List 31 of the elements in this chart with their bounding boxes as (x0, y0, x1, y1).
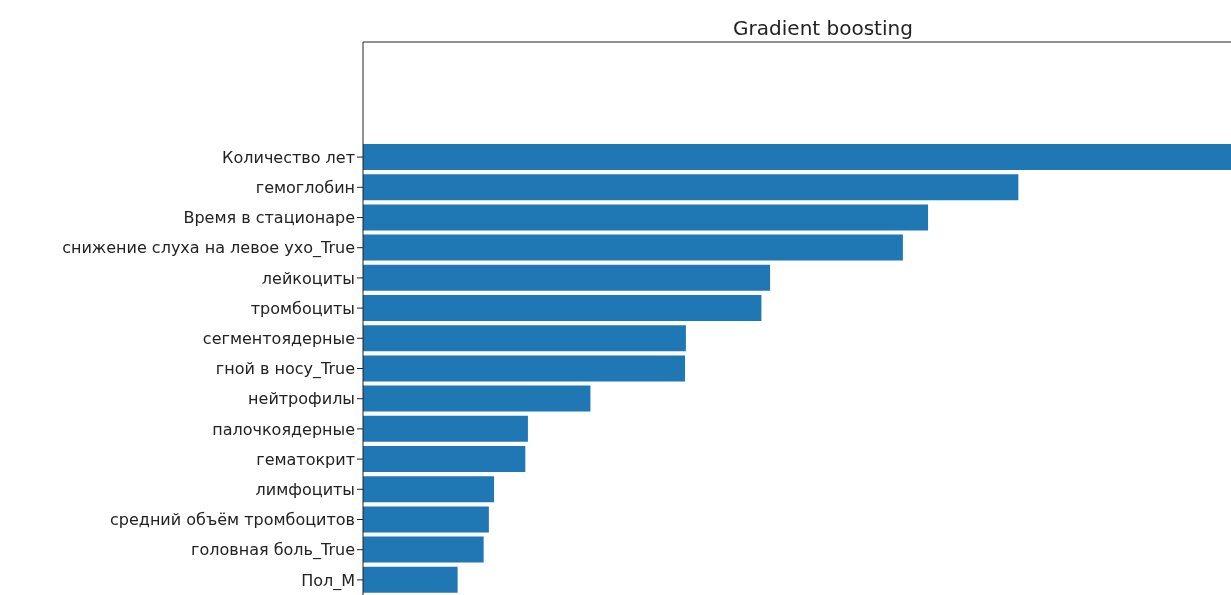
bar (363, 355, 686, 382)
y-tick-label: снижение слуха на левое ухо_True (62, 238, 355, 259)
y-tick-label: Количество лет (222, 147, 355, 167)
y-tick-label: гемоглобин (255, 177, 355, 197)
y-tick-label: Время в стационаре (183, 208, 355, 228)
bar (363, 174, 1019, 201)
bar (363, 204, 929, 231)
bar (363, 325, 686, 352)
y-tick-label: нейтрофилы (248, 389, 355, 409)
y-tick-label: гной в носу_True (215, 359, 355, 380)
bar (363, 264, 771, 291)
y-tick-label: средний объём тромбоцитов (110, 510, 355, 530)
y-tick-label: головная боль_True (191, 540, 355, 561)
bar (363, 144, 1231, 170)
bar (363, 415, 528, 442)
bar (363, 536, 484, 563)
y-tick-label: Пол_М (301, 570, 355, 591)
y-tick-label: гематокрит (256, 449, 355, 469)
bar (363, 566, 458, 593)
chart-title: Gradient boosting (732, 16, 914, 40)
y-tick-label: палочкоядерные (212, 419, 355, 439)
bar (363, 446, 526, 472)
y-tick-label: лейкоциты (261, 268, 355, 288)
bar (363, 234, 903, 261)
bar (363, 506, 489, 533)
y-tick-label: лимфоциты (255, 479, 355, 499)
bar (363, 295, 762, 321)
y-tick-label: сегментоядерные (202, 328, 355, 348)
y-tick-label: тромбоциты (250, 298, 355, 318)
bar (363, 385, 591, 412)
bar (363, 476, 495, 503)
